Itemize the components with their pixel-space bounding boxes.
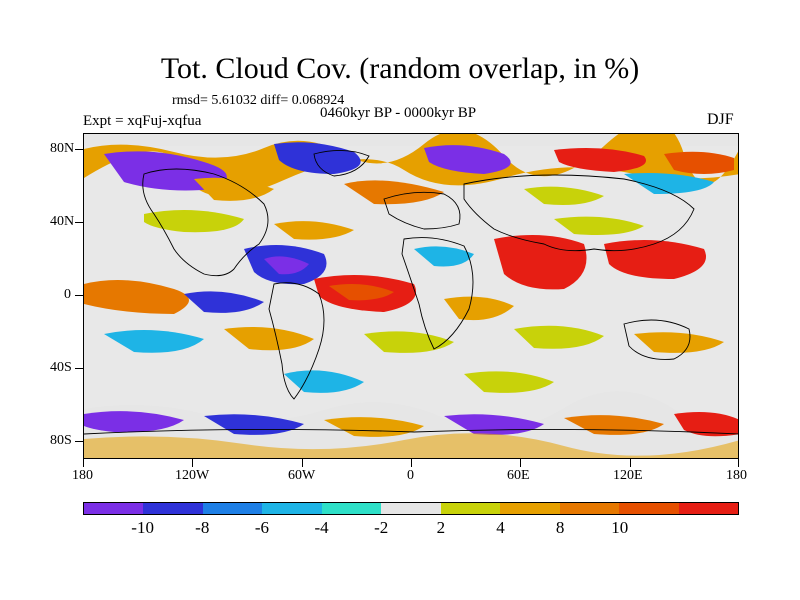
colorbar-label: -2 — [374, 518, 389, 537]
lon-label: 180 — [726, 468, 747, 483]
lon-tick — [411, 459, 412, 467]
colorbar-label: 10 — [611, 518, 629, 537]
colorbar-swatch — [500, 503, 560, 514]
lon-label: 120W — [175, 468, 210, 483]
period-label: 0460kyr BP - 0000kyr BP — [320, 105, 477, 121]
lat-label: 80S — [50, 433, 72, 448]
colorbar-swatch — [202, 503, 263, 514]
lat-tick — [75, 441, 83, 442]
colorbar-swatch — [321, 503, 382, 514]
coastlines — [84, 150, 738, 435]
colorbar-label: 8 — [555, 518, 565, 537]
season-label: DJF — [707, 111, 734, 128]
lon-label: 0 — [407, 468, 414, 483]
colorbar-swatch — [559, 503, 620, 514]
lon-tick — [738, 459, 739, 467]
colorbar-swatch — [440, 503, 501, 514]
map-title: Tot. Cloud Cov. (random overlap, in %) — [160, 52, 640, 85]
colorbar-swatch — [143, 503, 203, 514]
colorbar-label: -10 — [131, 518, 154, 537]
lat-label: 40N — [50, 214, 75, 229]
rmsd-diff-stats: rmsd= 5.61032 diff= 0.068924 — [172, 93, 345, 108]
lon-tick — [83, 459, 84, 467]
lon-label: 120E — [613, 468, 643, 483]
colorbar-swatch — [619, 503, 679, 514]
lon-label: 180 — [72, 468, 93, 483]
colorbar-label: -4 — [314, 518, 329, 537]
experiment-label: Expt = xqFuj-xqfua — [83, 113, 202, 129]
lat-label: 80N — [50, 141, 75, 156]
colorbar-label: -8 — [195, 518, 210, 537]
colorbar-swatch — [262, 503, 322, 514]
lon-tick — [630, 459, 631, 467]
lon-tick — [192, 459, 193, 467]
lon-tick — [520, 459, 521, 467]
colorbar-label: -6 — [254, 518, 269, 537]
anomaly-contours — [84, 134, 738, 458]
lat-label: 0 — [64, 287, 71, 302]
colorbar-label: 2 — [436, 518, 446, 537]
lat-tick — [75, 149, 83, 150]
colorbar — [83, 502, 739, 515]
lon-label: 60W — [288, 468, 316, 483]
colorbar-swatch — [84, 503, 144, 514]
lat-tick — [75, 368, 83, 369]
colorbar-label: 4 — [496, 518, 505, 537]
map-panel — [83, 133, 739, 459]
lat-tick — [75, 295, 83, 296]
anomaly-field — [84, 134, 738, 458]
lat-label: 40S — [50, 360, 72, 375]
colorbar-swatch — [381, 503, 441, 514]
lat-tick — [75, 222, 83, 223]
colorbar-swatch — [678, 503, 738, 514]
lon-label: 60E — [507, 468, 530, 483]
lon-tick — [302, 459, 303, 467]
